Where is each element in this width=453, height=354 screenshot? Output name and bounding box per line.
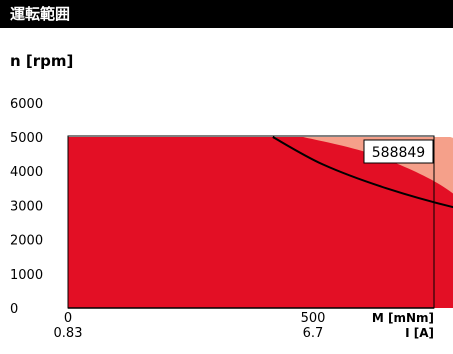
- continuous-area: [68, 137, 453, 308]
- tick-labels: 010002000300040005000600000.835006.71000…: [10, 97, 326, 341]
- header-bar: 運転範囲: [0, 0, 453, 28]
- y-tick-label: 4000: [10, 165, 43, 180]
- y-tick-label: 0: [10, 302, 18, 317]
- x-axis-label-current: I [A]: [405, 326, 434, 340]
- motor-id-box: [363, 139, 434, 164]
- x-tick-label: 0: [64, 311, 72, 326]
- performance-curve: [272, 136, 453, 209]
- y-tick-label: 2000: [10, 234, 43, 249]
- x-tick-label-current: 6.7: [303, 326, 324, 341]
- x-tick-label-current: 0.83: [54, 326, 83, 341]
- plot-areas: [68, 136, 453, 308]
- y-tick-label: 1000: [10, 268, 43, 283]
- y-tick-label: 3000: [10, 199, 43, 214]
- y-axis-label: n [rpm]: [10, 52, 73, 70]
- y-tick-label: 6000: [10, 97, 43, 112]
- y-tick-label: 5000: [10, 131, 43, 146]
- x-tick-label: 500: [301, 311, 326, 326]
- x-axis-label-torque: M [mNm]: [372, 311, 434, 325]
- header-title: 運転範囲: [10, 5, 71, 23]
- motor-id-label: 588849: [372, 145, 425, 161]
